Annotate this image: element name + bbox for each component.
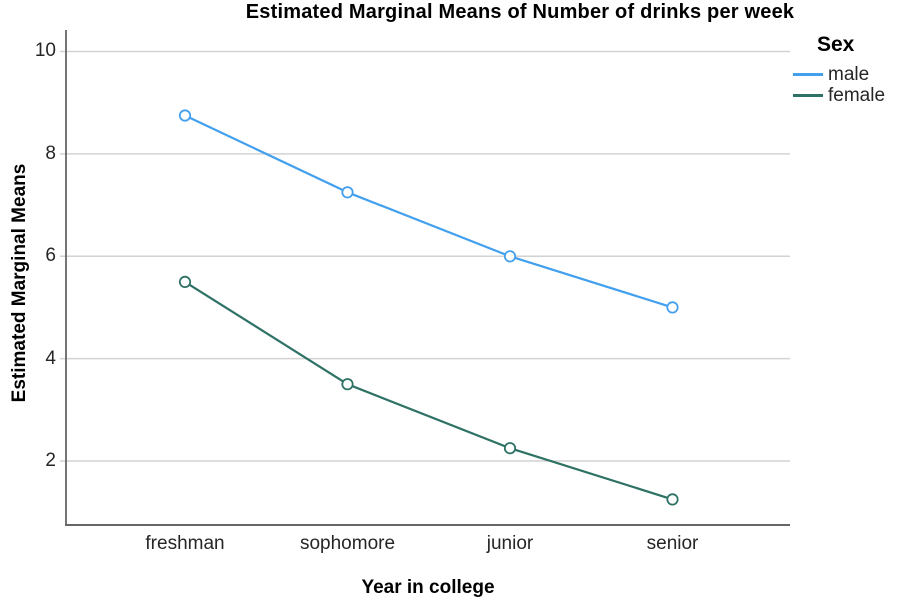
x-tick-label-junior: junior [486,533,534,554]
x-tick-label-sophomore: sophomore [299,533,396,554]
marker-female-senior [666,493,679,506]
series-line-female [184,280,673,501]
marker-female-freshman [178,275,192,288]
y-tick-label-6: 6 [45,245,56,267]
marker-male-senior [666,301,679,314]
legend: Sex male female [793,33,885,106]
marker-female-junior [503,442,517,455]
series-line-male [184,114,673,309]
y-tick-label-8: 8 [45,142,56,164]
legend-swatch-male [793,73,823,76]
legend-title: Sex [817,33,855,56]
x-tick-label-senior: senior [646,533,699,554]
legend-items: male female [793,64,885,106]
legend-label-male: male [828,64,870,85]
chart-title: Estimated Marginal Means of Number of dr… [245,1,795,23]
legend-label-female: female [828,85,886,106]
marker-female-sophomore [341,378,354,391]
x-tick-label-freshman: freshman [145,533,225,554]
marker-male-junior [503,250,517,263]
marker-male-sophomore [341,186,354,199]
legend-item-male: male [793,64,885,85]
legend-item-female: female [793,85,885,106]
y-tick-label-4: 4 [45,347,56,369]
y-tick-label-10: 10 [34,40,56,62]
legend-swatch-female [793,94,823,97]
marker-male-freshman [178,109,192,122]
x-axis-title: Year in college [361,577,495,598]
y-tick-label-2: 2 [45,450,56,471]
